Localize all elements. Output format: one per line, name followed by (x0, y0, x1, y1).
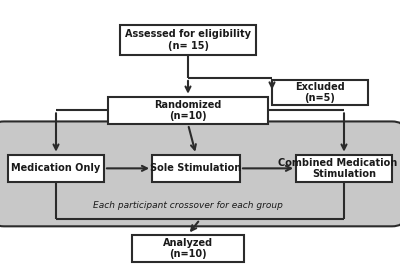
FancyBboxPatch shape (120, 25, 256, 55)
Text: Medication Only: Medication Only (11, 163, 101, 173)
FancyBboxPatch shape (108, 97, 268, 124)
Text: Analyzed
(n=10): Analyzed (n=10) (163, 238, 213, 259)
Text: Randomized
(n=10): Randomized (n=10) (154, 100, 222, 121)
FancyBboxPatch shape (296, 155, 392, 182)
FancyBboxPatch shape (8, 155, 104, 182)
Text: Each participant crossover for each group: Each participant crossover for each grou… (93, 201, 283, 210)
FancyBboxPatch shape (272, 80, 368, 105)
FancyBboxPatch shape (132, 235, 244, 262)
FancyBboxPatch shape (0, 121, 400, 226)
Text: Assessed for eligibility
(n= 15): Assessed for eligibility (n= 15) (125, 29, 251, 51)
FancyBboxPatch shape (152, 155, 240, 182)
Text: Excluded
(n=5): Excluded (n=5) (295, 82, 345, 103)
Text: Sole Stimulation: Sole Stimulation (150, 163, 242, 173)
Text: Combined Medication &
Stimulation: Combined Medication & Stimulation (278, 158, 400, 179)
